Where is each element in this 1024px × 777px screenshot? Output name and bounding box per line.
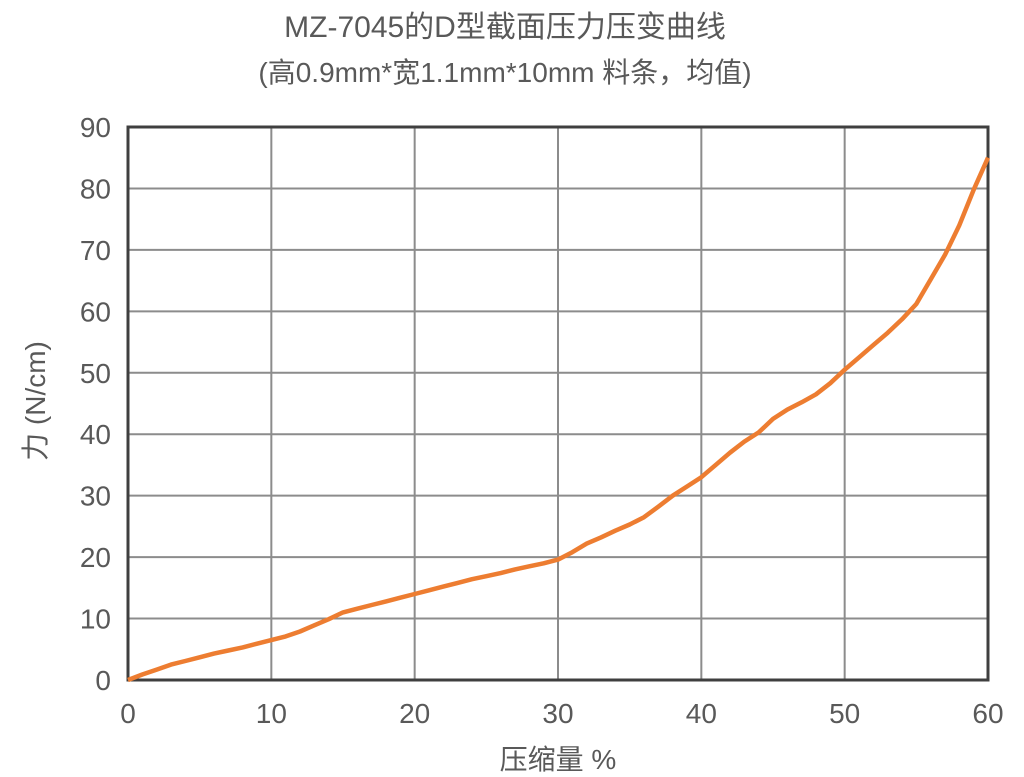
x-tick-label: 20 — [399, 698, 430, 729]
y-tick-label: 90 — [80, 112, 111, 143]
y-tick-label: 0 — [95, 665, 111, 696]
y-tick-label: 70 — [80, 235, 111, 266]
x-tick-label: 50 — [829, 698, 860, 729]
chart-subtitle: (高0.9mm*宽1.1mm*10mm 料条，均值) — [258, 57, 752, 88]
data-series-line — [127, 156, 991, 683]
y-tick-label: 60 — [80, 296, 111, 327]
y-tick-label: 10 — [80, 604, 111, 635]
y-tick-label: 50 — [80, 358, 111, 389]
x-tick-label: 0 — [120, 698, 136, 729]
x-axis-title: 压缩量 % — [499, 744, 617, 775]
y-tick-label: 30 — [80, 481, 111, 512]
chart-title: MZ-7045的D型截面压力压变曲线 — [284, 11, 726, 44]
x-tick-label: 60 — [972, 698, 1003, 729]
x-tick-label: 30 — [542, 698, 573, 729]
x-tick-label: 10 — [256, 698, 287, 729]
y-axis-title: 力 (N/cm) — [20, 341, 51, 461]
y-tick-label: 20 — [80, 542, 111, 573]
y-tick-label: 80 — [80, 173, 111, 204]
x-tick-label: 40 — [686, 698, 717, 729]
y-tick-label: 40 — [80, 419, 111, 450]
plot-border — [126, 125, 990, 682]
